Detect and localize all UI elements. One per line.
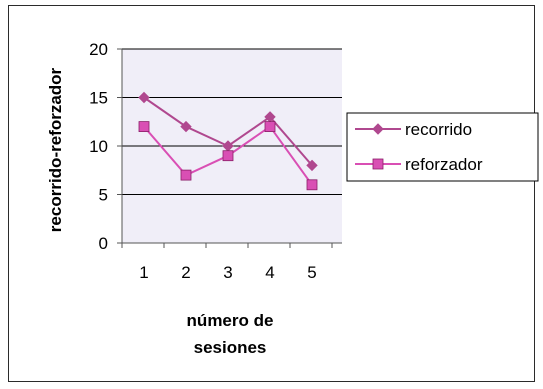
series-layer xyxy=(138,91,318,191)
y-axis-title: recorrido-reforzador xyxy=(46,67,65,232)
series-reforzador xyxy=(138,121,318,191)
x-tick-label-2: 2 xyxy=(181,263,190,282)
legend-marker-recorrido xyxy=(372,123,384,135)
point-reforzador-3 xyxy=(222,150,234,162)
y-ticks: 0 5 10 15 20 xyxy=(89,40,122,253)
point-reforzador-2 xyxy=(180,169,192,181)
y-tick-label-0: 0 xyxy=(99,234,108,253)
legend-label-recorrido: recorrido xyxy=(405,120,472,139)
legend-marker-reforzador xyxy=(372,158,384,170)
legend-item-reforzador: reforzador xyxy=(355,155,483,174)
legend: recorrido reforzador xyxy=(346,112,539,182)
point-recorrido-1 xyxy=(138,91,150,104)
point-reforzador-1 xyxy=(138,121,150,132)
legend-item-recorrido: recorrido xyxy=(355,120,472,139)
point-recorrido-5 xyxy=(306,159,318,172)
legend-label-reforzador: reforzador xyxy=(405,155,483,174)
y-tick-label-5: 5 xyxy=(99,186,108,205)
point-reforzador-5 xyxy=(306,179,318,191)
y-tick-label-15: 15 xyxy=(89,89,108,108)
x-tick-label-5: 5 xyxy=(307,263,316,282)
point-recorrido-2 xyxy=(180,120,192,133)
series-recorrido xyxy=(138,91,318,172)
y-tick-label-10: 10 xyxy=(89,137,108,156)
x-axis-title-line-2: sesiones xyxy=(194,338,267,357)
point-reforzador-4 xyxy=(264,121,276,132)
y-tick-label-20: 20 xyxy=(89,40,108,59)
x-tick-label-3: 3 xyxy=(223,263,232,282)
x-tick-label-4: 4 xyxy=(265,263,274,282)
x-axis-title-line-1: número de xyxy=(187,311,274,330)
x-ticks: 1 2 3 4 5 xyxy=(121,243,333,282)
x-tick-label-1: 1 xyxy=(139,263,148,282)
